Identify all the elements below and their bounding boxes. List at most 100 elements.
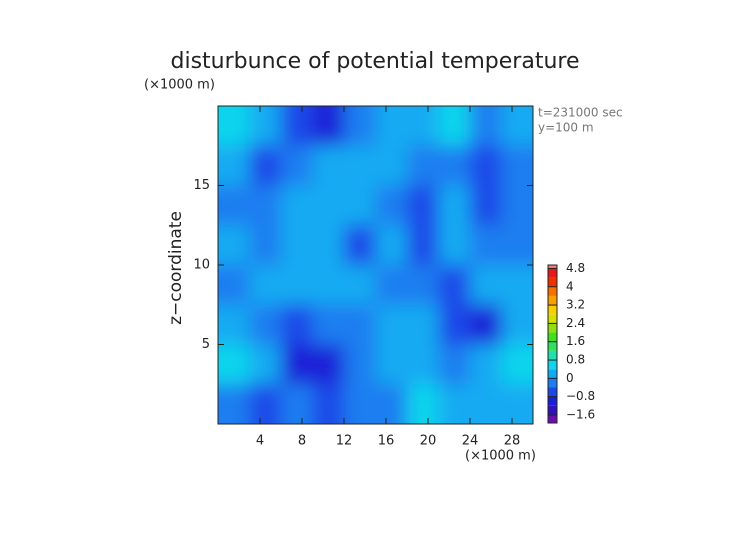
colorbar-tick-label: −1.6	[566, 407, 595, 421]
field-cell	[218, 265, 250, 305]
y-tick-label: 5	[202, 337, 210, 352]
x-tick-label: 28	[504, 434, 521, 449]
field-cell	[375, 265, 407, 305]
field-cell	[407, 225, 439, 265]
field-cell	[438, 106, 470, 146]
colorbar-band	[548, 265, 557, 269]
chart-title: disturbunce of potential temperature	[171, 49, 580, 74]
field-cell	[249, 384, 281, 424]
field-cell	[281, 106, 313, 146]
field-cell	[218, 384, 250, 424]
field-cell	[375, 304, 407, 345]
x-tick-label: 24	[462, 434, 479, 449]
field-cell	[501, 265, 533, 305]
field-cell	[344, 384, 376, 424]
field-cell	[438, 265, 470, 305]
colorbar-tick-label: −0.8	[566, 389, 595, 403]
field-cell	[501, 185, 533, 226]
field-cell	[501, 225, 533, 265]
field-cell	[470, 265, 502, 305]
field-cell	[407, 265, 439, 305]
field-cell	[407, 304, 439, 345]
field-cell	[344, 344, 376, 385]
annotation: y=100 m	[538, 121, 594, 135]
field-cell	[438, 185, 470, 226]
colorbar-tick-label: 4	[566, 279, 574, 293]
field-cell	[501, 304, 533, 345]
colorbar-tick-label: 1.6	[566, 334, 585, 348]
field-cell	[218, 106, 250, 146]
field-cell	[470, 225, 502, 265]
colorbar-band	[548, 378, 557, 388]
field-cell	[470, 344, 502, 385]
colorbar-band	[548, 350, 557, 361]
field-cell	[470, 106, 502, 146]
field-cell	[281, 384, 313, 424]
field-cell	[249, 225, 281, 265]
field-cell	[312, 344, 344, 385]
colorbar-band	[548, 414, 557, 423]
field-cell	[218, 185, 250, 226]
colorbar-tick-label: 0	[566, 371, 574, 385]
annotation: t=231000 sec	[538, 106, 623, 120]
field-cell	[501, 145, 533, 186]
field-cell	[470, 145, 502, 186]
colorbar-tick-label: 0.8	[566, 353, 585, 367]
field-cell	[470, 384, 502, 424]
colorbar-bands	[548, 265, 557, 423]
x-tick-label: 4	[256, 434, 264, 449]
field-cell	[438, 145, 470, 186]
field-cell	[438, 384, 470, 424]
y-tick-label: 15	[193, 178, 210, 193]
field-cell	[344, 304, 376, 345]
colorbar-band	[548, 295, 557, 306]
field-cell	[375, 185, 407, 226]
colorbar-band	[548, 341, 557, 351]
colorbar-tick-label: 4.8	[566, 261, 585, 275]
colorbar-tick-label: 3.2	[566, 298, 585, 312]
colorbar-band	[548, 305, 557, 315]
colorbar: −1.6 −0.8 0 0.8 1.6 2.4 3.2 4 4.8	[547, 261, 595, 424]
field-cell	[312, 384, 344, 424]
colorbar-band	[548, 286, 557, 296]
field-cell	[218, 145, 250, 186]
field-cell	[281, 265, 313, 305]
colorbar-band	[548, 405, 557, 415]
colorbar-frame	[547, 264, 558, 424]
field-cell	[218, 304, 250, 345]
colorbar-band	[548, 268, 557, 278]
y-unit: (×1000 m)	[144, 78, 215, 93]
field-cell	[501, 384, 533, 424]
colorbar-band	[548, 323, 557, 333]
colorbar-tick-label: 2.4	[566, 316, 585, 330]
x-tick-label: 12	[336, 434, 353, 449]
field-cell	[375, 225, 407, 265]
field-cell	[375, 344, 407, 385]
field-cell	[249, 185, 281, 226]
field-cell	[344, 185, 376, 226]
field-cell	[312, 145, 344, 186]
x-tick-label: 8	[298, 434, 306, 449]
field-cell	[501, 344, 533, 385]
field-cell	[407, 344, 439, 385]
field-cell	[407, 185, 439, 226]
colorbar-band	[548, 314, 557, 324]
field-cell	[344, 145, 376, 186]
field-cell	[438, 225, 470, 265]
colorbar-band	[548, 396, 557, 406]
field-cell	[218, 225, 250, 265]
colorbar-band	[548, 387, 557, 397]
field-cell	[312, 265, 344, 305]
colorbar-band	[548, 277, 557, 287]
field-cell	[375, 106, 407, 146]
field-cell	[470, 185, 502, 226]
colorbar-band	[548, 332, 557, 342]
field-cell	[249, 265, 281, 305]
field-cell	[501, 106, 533, 146]
field-cell	[438, 344, 470, 385]
field-cell	[344, 225, 376, 265]
x-tick-label: 20	[420, 434, 437, 449]
field-cell	[281, 145, 313, 186]
field-cell	[218, 344, 250, 385]
